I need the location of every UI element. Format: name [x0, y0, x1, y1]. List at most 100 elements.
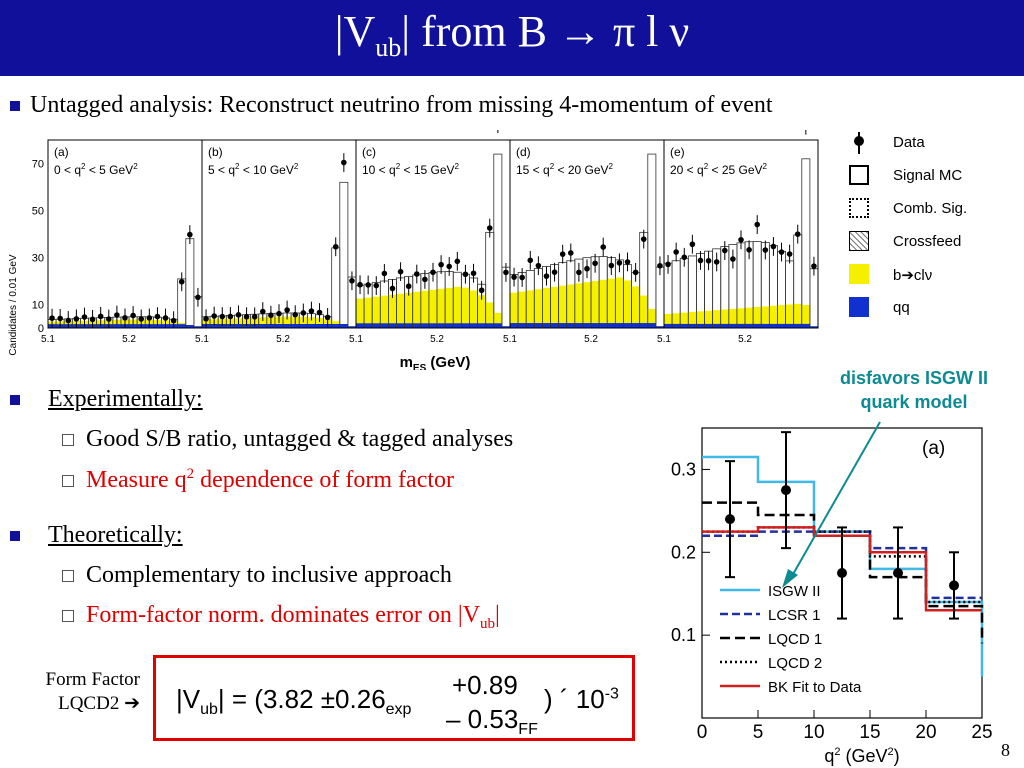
hist-panel-range: 5 < q2 < 10 GeV2 — [208, 162, 299, 177]
hist-bar-qq — [785, 323, 794, 328]
hist-bar-bclnu — [493, 312, 502, 328]
hist-data-point — [357, 281, 363, 288]
hist-bar-qq — [793, 323, 802, 328]
hist-data-point — [746, 246, 752, 253]
annotation-disfavors: disfavors ISGW II quark model — [808, 366, 1020, 414]
hist-bar-qq — [185, 324, 194, 328]
hist-bar-qq — [558, 323, 567, 328]
hist-data-point — [154, 313, 161, 320]
hist-panel-range: 15 < q2 < 20 GeV2 — [516, 162, 614, 177]
hist-data-point — [608, 262, 615, 269]
hist-bar-bclnu — [485, 302, 494, 328]
hist-bar-bclnu — [526, 290, 535, 328]
hist-bar-bclnu — [582, 282, 592, 328]
hist-data-point — [114, 312, 120, 318]
hist-bar-qq — [672, 323, 681, 328]
ff-legend-label: ISGW II — [768, 583, 821, 600]
hist-data-point — [778, 249, 785, 255]
ff-legend-label: BK Fit to Data — [768, 679, 862, 696]
section-experimentally: Experimentally: — [10, 386, 203, 413]
hist-bar-qq — [210, 324, 219, 328]
hist-data-point — [49, 315, 55, 321]
hist-data-point — [105, 316, 112, 322]
hist-data-point — [268, 312, 274, 319]
hist-data-point — [397, 268, 404, 275]
hist-bar-bclnu — [777, 305, 786, 328]
hist-xlabel: mES (GeV) — [400, 354, 471, 370]
hist-bar-qq — [388, 323, 397, 328]
legend-swatch-hatched — [849, 231, 869, 251]
bullet-untagged: Untagged analysis: Reconstruct neutrino … — [10, 92, 773, 119]
hist-bar-qq — [591, 323, 600, 328]
hist-data-point — [292, 311, 299, 318]
hist-bar-qq — [647, 323, 656, 328]
hist-bar-signal-mc — [655, 266, 665, 329]
hist-bar-qq — [153, 324, 162, 328]
hist-data-point — [811, 263, 817, 269]
item-text: | — [495, 602, 500, 628]
ff-legend-label: LCSR 1 — [768, 607, 821, 624]
hist-data-point — [503, 269, 509, 276]
hist-data-point — [243, 313, 250, 320]
hist-xtick-label: 5.1 — [349, 334, 363, 345]
hist-bar-bclnu — [566, 284, 575, 328]
ff-line1: Form Factor — [45, 669, 140, 690]
legend-item: Data — [845, 130, 1015, 156]
hist-data-point — [308, 308, 315, 314]
hist-bar-qq — [769, 323, 778, 328]
hist-bar-qq — [809, 326, 818, 328]
hist-bar-bclnu — [696, 311, 705, 328]
formula-tail: ) ´ 10-3 — [544, 684, 619, 714]
hist-data-point — [592, 260, 598, 267]
theo-item-1: Complementary to inclusive approach — [62, 562, 452, 589]
item-sub: ub — [480, 615, 496, 632]
form-factor-label: Form Factor LQCD2 ➔ — [10, 668, 140, 716]
hist-data-point — [349, 277, 355, 284]
hist-bar-bclnu — [550, 286, 559, 328]
hist-data-point — [146, 315, 153, 321]
hist-bar-signal-mc — [647, 153, 657, 329]
hist-panel: (b) 5 < q2 < 10 GeV2 5.1 5.2 — [195, 139, 357, 345]
hist-bar-qq — [753, 323, 762, 328]
hist-data-point — [657, 262, 663, 269]
hist-bar-bclnu — [388, 294, 397, 328]
hist-bar-bclnu — [396, 293, 405, 328]
hist-bar-bclnu — [428, 289, 438, 328]
ff-xtick-label: 25 — [971, 722, 992, 743]
hist-bar-bclnu — [461, 287, 470, 328]
hist-bar-bclnu — [664, 313, 673, 328]
legend-label: Crossfeed — [893, 233, 962, 250]
hist-data-point — [527, 257, 534, 264]
ff-ytick-label: 0.1 — [671, 625, 696, 645]
hist-data-point — [470, 270, 477, 277]
ff-xtick-label: 0 — [697, 722, 708, 743]
hist-bar-qq — [688, 323, 697, 328]
legend-label: b➔clν — [893, 267, 933, 284]
sub-bullet-box-icon — [62, 434, 74, 447]
hist-data-point — [454, 258, 461, 265]
hist-data-point — [673, 249, 679, 255]
slide-title: |Vub| from B → π l ν — [0, 6, 1024, 63]
hist-bar-bclnu — [639, 295, 648, 328]
bullet-text: Untagged analysis: Reconstruct neutrino … — [30, 92, 773, 118]
hist-bar-qq — [639, 323, 648, 328]
hist-panel-label: (e) — [670, 145, 685, 159]
hist-bar-qq — [412, 323, 421, 328]
hist-data-point — [422, 276, 428, 283]
hist-xtick-label: 5.1 — [657, 334, 671, 345]
hist-bar-qq — [728, 323, 737, 328]
hist-bar-qq — [396, 323, 405, 328]
arrow-right-icon: ➔ — [124, 693, 140, 714]
section-heading: Theoretically: — [48, 522, 183, 548]
hist-bar-bclnu — [793, 303, 802, 328]
hist-bar-qq — [655, 326, 664, 328]
hist-bar-bclnu — [623, 280, 632, 328]
legend-item: Crossfeed — [845, 229, 1015, 255]
hist-bar-signal-mc — [493, 153, 503, 329]
ff-ytick-label: 0.2 — [671, 542, 696, 562]
hist-data-point — [332, 243, 339, 250]
hist-ytick-label: 70 — [32, 159, 44, 171]
hist-data-point — [251, 313, 258, 320]
vub-formula-box: |Vub| = (3.82 ±0.26exp +0.89 – 0.53FF ) … — [153, 655, 635, 741]
hist-bar-qq — [404, 323, 413, 328]
